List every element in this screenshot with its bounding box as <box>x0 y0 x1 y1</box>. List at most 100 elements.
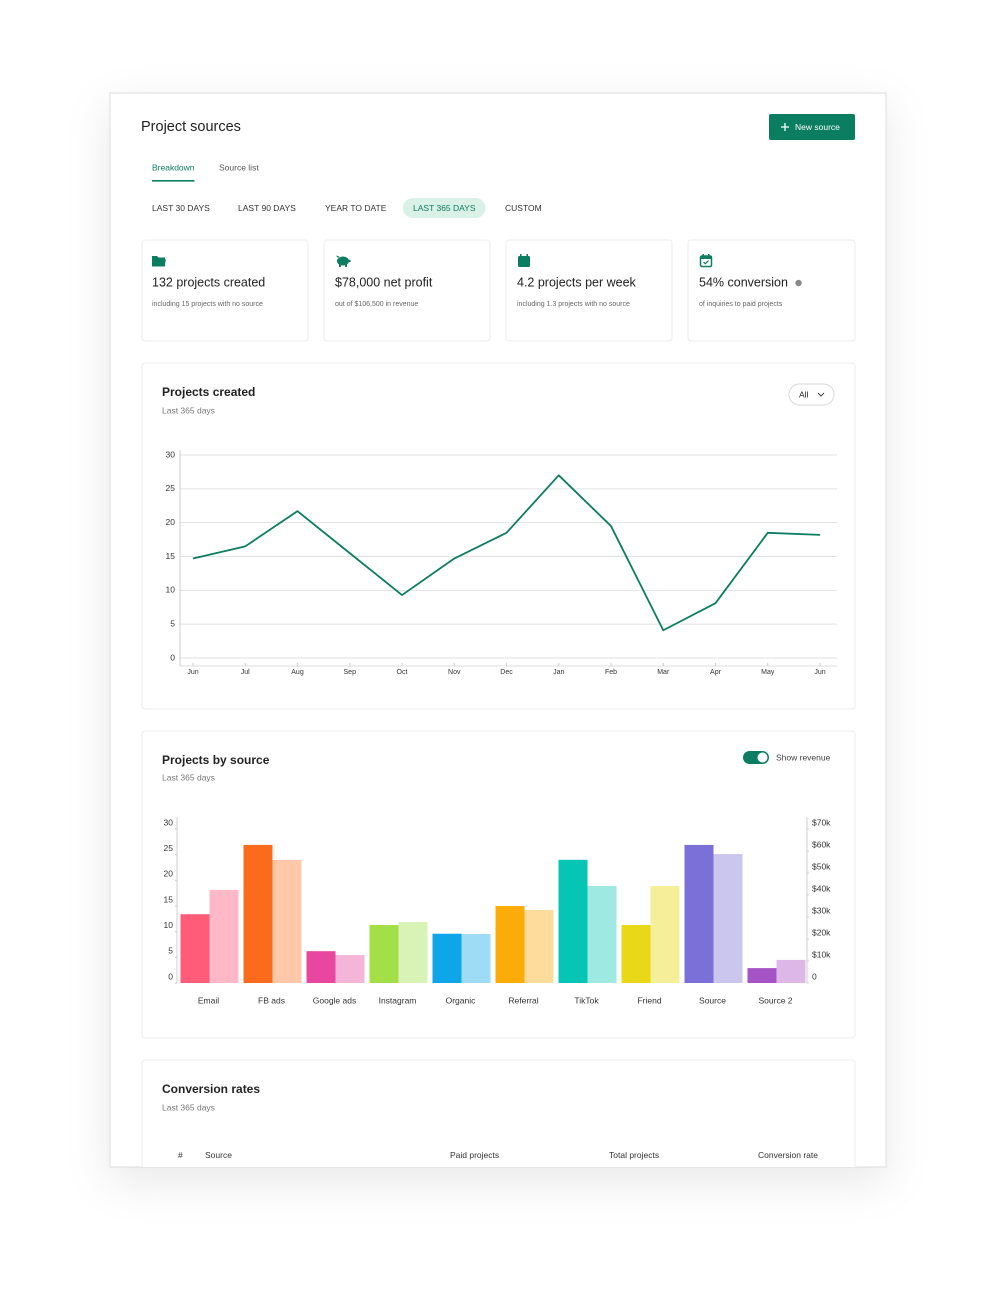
bar <box>621 924 651 983</box>
stat-title: 132 projects created <box>152 275 265 289</box>
bar <box>306 951 336 983</box>
table-subtitle: Last 365 days <box>162 1102 215 1112</box>
tab[interactable]: Breakdown <box>152 162 195 172</box>
piggy-icon <box>336 255 351 267</box>
x-tick-label: Apr <box>710 669 722 676</box>
bar <box>747 968 777 983</box>
table-card <box>141 1059 856 1167</box>
y2-tick-label: $30k <box>812 905 831 915</box>
x-tick-label: Jun <box>187 669 198 676</box>
x-tick-label: Aug <box>291 669 304 676</box>
x-tick-label: Email <box>198 995 219 1005</box>
y-tick-label: 5 <box>170 618 175 628</box>
new-source-button[interactable]: New source <box>769 114 855 140</box>
y-tick-label: 10 <box>166 585 176 595</box>
bar <box>650 885 680 983</box>
filter-dropdown[interactable]: All <box>788 383 835 406</box>
bar <box>713 854 743 983</box>
calendar-icon <box>518 254 530 267</box>
y-tick-label: 30 <box>164 817 174 827</box>
bar <box>524 909 554 983</box>
bar <box>776 959 806 983</box>
y-tick-label: 15 <box>166 551 176 561</box>
y-tick-label: 30 <box>166 449 176 459</box>
x-tick-label: Feb <box>605 669 617 676</box>
stat-title: 4.2 projects per week <box>517 275 637 289</box>
x-tick-label: Mar <box>657 669 670 676</box>
x-tick-label: Friend <box>637 995 661 1005</box>
button-label[interactable]: New source <box>795 122 840 132</box>
bar <box>243 844 273 983</box>
toggle-knob <box>757 752 768 763</box>
x-tick-label: May <box>761 669 775 676</box>
y-tick-label: 25 <box>166 483 176 493</box>
y2-tick-label: $60k <box>812 839 831 849</box>
dropdown-bg[interactable] <box>788 383 835 406</box>
range-option[interactable]: LAST 365 DAYS <box>413 203 476 213</box>
bar <box>180 914 210 983</box>
stat-card <box>141 239 309 342</box>
chart-title: Projects by source <box>162 753 270 767</box>
revenue-toggle[interactable]: Show revenue <box>743 751 831 764</box>
x-tick-label: Organic <box>446 995 477 1005</box>
y-tick-label: 25 <box>164 843 174 853</box>
stat-subtitle: of inquiries to paid projects <box>699 301 783 308</box>
bar <box>369 924 399 983</box>
panel-content: Project sources New source <box>141 114 856 1167</box>
x-tick-label: Jul <box>241 669 250 676</box>
x-tick-label: Jun <box>814 669 825 676</box>
column-header: # <box>178 1150 183 1160</box>
y-tick-label: 0 <box>170 652 175 662</box>
column-header: Paid projects <box>450 1150 499 1160</box>
bar <box>587 885 617 983</box>
bar <box>432 933 462 983</box>
y-tick-label: 5 <box>168 946 173 956</box>
y2-tick-label: $40k <box>812 883 831 893</box>
calendar-check-icon <box>699 254 713 268</box>
stat-subtitle: including 1.3 projects with no source <box>517 301 630 308</box>
stat-title: $78,000 net profit <box>335 275 433 289</box>
x-tick-label: Referral <box>508 995 538 1005</box>
range-pill[interactable] <box>403 198 486 218</box>
info-icon[interactable] <box>795 279 802 287</box>
y-tick-label: 20 <box>166 517 176 527</box>
x-tick-label: Oct <box>397 669 408 676</box>
bar <box>209 889 239 983</box>
x-tick-label: Source <box>699 995 726 1005</box>
bar <box>272 860 302 983</box>
stat-card <box>505 239 673 342</box>
range-option[interactable]: LAST 90 DAYS <box>238 203 296 213</box>
column-header: Source <box>205 1150 232 1160</box>
y2-tick-label: $10k <box>812 949 831 959</box>
stat-subtitle: including 15 projects with no source <box>152 301 263 308</box>
y2-tick-label: $50k <box>812 861 831 871</box>
chart-subtitle: Last 365 days <box>162 405 215 415</box>
y2-tick-label: $70k <box>812 817 831 827</box>
chevron <box>817 392 825 397</box>
stat-subtitle: out of $106,500 in revenue <box>335 301 418 308</box>
bar <box>558 859 588 983</box>
folder-icon <box>152 256 166 267</box>
dropdown-label[interactable]: All <box>799 389 809 399</box>
x-tick-label: Dec <box>500 669 513 676</box>
stat-card <box>323 239 491 342</box>
range-option[interactable]: CUSTOM <box>505 203 542 213</box>
x-tick-label: Sep <box>344 669 357 676</box>
range-option[interactable]: LAST 30 DAYS <box>152 203 210 213</box>
range-option[interactable]: YEAR TO DATE <box>325 203 387 213</box>
button-bg[interactable] <box>769 114 855 140</box>
y2-tick-label: $20k <box>812 927 831 937</box>
tab[interactable]: Source list <box>219 162 259 172</box>
table-title: Conversion rates <box>162 1082 260 1096</box>
tab-underline <box>152 180 195 182</box>
bar <box>335 955 365 983</box>
column-header: Total projects <box>609 1150 659 1160</box>
bar <box>398 922 428 983</box>
stat-card <box>687 239 856 342</box>
page-title: Project sources <box>141 119 241 135</box>
chart-title: Projects created <box>162 385 255 399</box>
x-tick-label: Jan <box>553 669 564 676</box>
toggle-label[interactable]: Show revenue <box>776 752 831 762</box>
stat-title: 54% conversion <box>699 275 788 289</box>
